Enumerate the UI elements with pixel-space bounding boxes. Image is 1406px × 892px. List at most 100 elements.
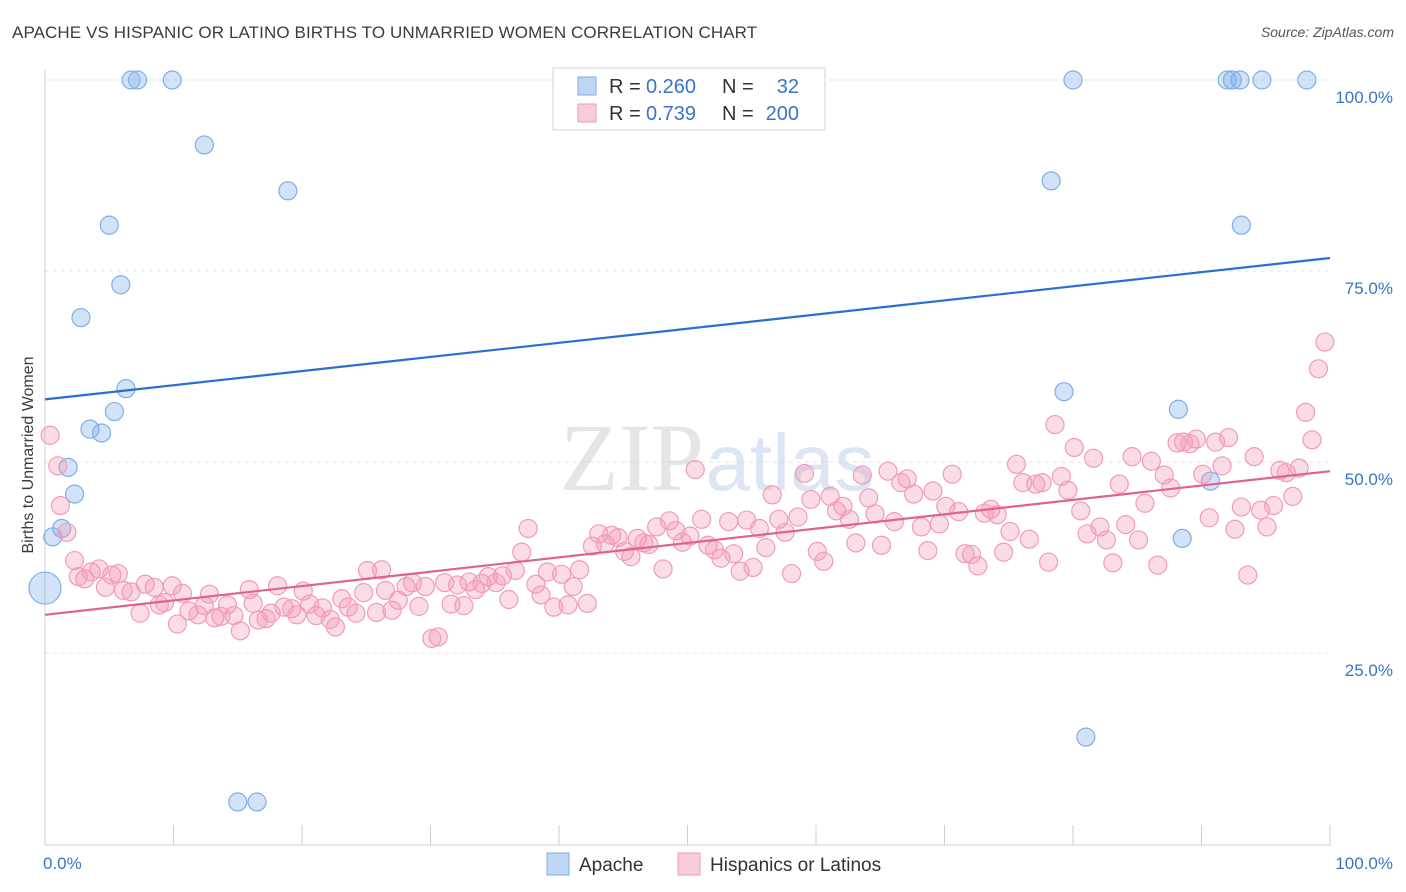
hispanic-point bbox=[1071, 501, 1091, 521]
hispanic-point bbox=[666, 521, 686, 541]
hispanic-point bbox=[724, 544, 744, 564]
hispanic-point bbox=[807, 541, 827, 561]
hispanic-point bbox=[48, 456, 68, 476]
source-label: Source: ZipAtlas.com bbox=[1260, 24, 1394, 40]
legend-n-label: N = bbox=[722, 103, 754, 125]
hispanic-point bbox=[1103, 553, 1123, 573]
apache-point bbox=[104, 401, 124, 422]
hispanic-point bbox=[1199, 508, 1219, 528]
hispanic-point bbox=[730, 561, 750, 581]
apache-trend-line bbox=[44, 256, 1331, 401]
apache-point bbox=[1041, 171, 1061, 191]
hispanic-point bbox=[1315, 332, 1335, 352]
hispanic-point bbox=[942, 464, 962, 484]
hispanic-point bbox=[1019, 529, 1039, 549]
hispanic-point bbox=[659, 511, 680, 531]
legend: Apache Hispanics or Latinos bbox=[546, 852, 881, 876]
apache-point bbox=[58, 457, 78, 477]
hispanic-point bbox=[1308, 359, 1329, 379]
hispanic-point bbox=[512, 542, 532, 562]
hispanic-point bbox=[1251, 500, 1271, 520]
hispanic-point bbox=[743, 557, 763, 578]
trend-lines bbox=[44, 256, 1331, 616]
hispanic-point bbox=[1257, 517, 1277, 537]
hispanic-point bbox=[205, 608, 225, 628]
hispanic-point bbox=[994, 542, 1014, 562]
hispanic-point bbox=[144, 577, 164, 597]
y-tick-labels: 25.0% 50.0% 75.0% 100.0% bbox=[1335, 88, 1393, 680]
hispanic-point bbox=[577, 593, 597, 613]
apache-point bbox=[1054, 382, 1074, 402]
hispanic-point bbox=[1038, 552, 1059, 572]
hispanic-point bbox=[167, 614, 187, 634]
apache-point bbox=[1076, 727, 1096, 747]
hispanic-point bbox=[1026, 474, 1046, 494]
hispanic-point bbox=[217, 595, 238, 615]
legend-swatch bbox=[577, 76, 597, 96]
hispanic-point bbox=[1058, 480, 1078, 500]
hispanic-point bbox=[904, 484, 924, 504]
x-tick-label: 0.0% bbox=[43, 854, 82, 873]
legend-swatch bbox=[546, 852, 570, 876]
x-tick-labels: 0.0% 100.0% bbox=[43, 854, 1393, 873]
hispanic-point bbox=[1218, 427, 1239, 448]
hispanic-point bbox=[130, 603, 150, 623]
chart-title: APACHE VS HISPANIC OR LATINO BIRTHS TO U… bbox=[12, 23, 758, 42]
hispanic-point bbox=[551, 564, 572, 584]
hispanic-point bbox=[871, 535, 892, 555]
hispanic-point bbox=[1064, 437, 1084, 458]
watermark-atlas: atlas bbox=[706, 418, 875, 507]
legend-swatch bbox=[677, 852, 701, 876]
legend-stats: R = 0.260 N = 32 R = 0.739 N = 200 bbox=[552, 67, 826, 131]
hispanic-point bbox=[375, 580, 396, 600]
hispanic-point bbox=[1238, 565, 1258, 585]
axes bbox=[44, 70, 1331, 846]
hispanic-point bbox=[1122, 447, 1142, 467]
apache-point bbox=[228, 792, 248, 812]
hispanic-point bbox=[936, 496, 956, 516]
hispanic-point bbox=[1193, 464, 1213, 484]
hispanic-point bbox=[447, 575, 468, 595]
hispanic-point bbox=[422, 628, 442, 649]
apache-point bbox=[28, 571, 62, 605]
hispanic-point bbox=[801, 489, 821, 510]
apache-point bbox=[121, 70, 141, 90]
apache-point bbox=[194, 135, 214, 155]
hispanic-point bbox=[1135, 493, 1155, 513]
hispanic-point bbox=[1289, 458, 1309, 478]
hispanic-point bbox=[794, 463, 815, 484]
hispanic-point bbox=[814, 551, 834, 571]
hispanic-point bbox=[569, 560, 590, 580]
apache-point bbox=[247, 792, 267, 812]
y-tick-label: 75.0% bbox=[1345, 279, 1393, 298]
apache-point bbox=[111, 275, 131, 295]
hispanic-point bbox=[40, 425, 60, 445]
hispanic-point bbox=[1109, 474, 1129, 494]
hispanic-point bbox=[762, 485, 782, 505]
hispanic-point bbox=[113, 580, 133, 600]
hispanic-point bbox=[749, 518, 770, 539]
apache-point bbox=[162, 70, 182, 90]
hispanic-point bbox=[300, 594, 320, 614]
hispanic-point bbox=[968, 556, 988, 576]
hispanic-point bbox=[878, 461, 898, 481]
hispanic-point bbox=[1006, 454, 1027, 474]
y-axis-label: Births to Unmarried Women bbox=[20, 356, 37, 553]
hispanic-point bbox=[1231, 497, 1251, 517]
hispanic-point bbox=[312, 598, 333, 618]
hispanic-point bbox=[505, 560, 525, 581]
apache-point bbox=[1168, 399, 1188, 419]
hispanic-point bbox=[338, 597, 358, 617]
hispanic-point bbox=[1096, 530, 1117, 550]
hispanic-point bbox=[366, 602, 387, 623]
legend-r-value: 0.739 bbox=[646, 103, 696, 125]
hispanic-point bbox=[454, 596, 474, 616]
hispanic-point bbox=[199, 584, 220, 604]
hispanic-point bbox=[846, 533, 866, 553]
apache-point bbox=[1230, 70, 1250, 90]
hispanic-point bbox=[781, 563, 802, 584]
apache-point bbox=[91, 423, 112, 443]
apache-point bbox=[278, 181, 298, 201]
hispanic-point bbox=[558, 595, 578, 615]
